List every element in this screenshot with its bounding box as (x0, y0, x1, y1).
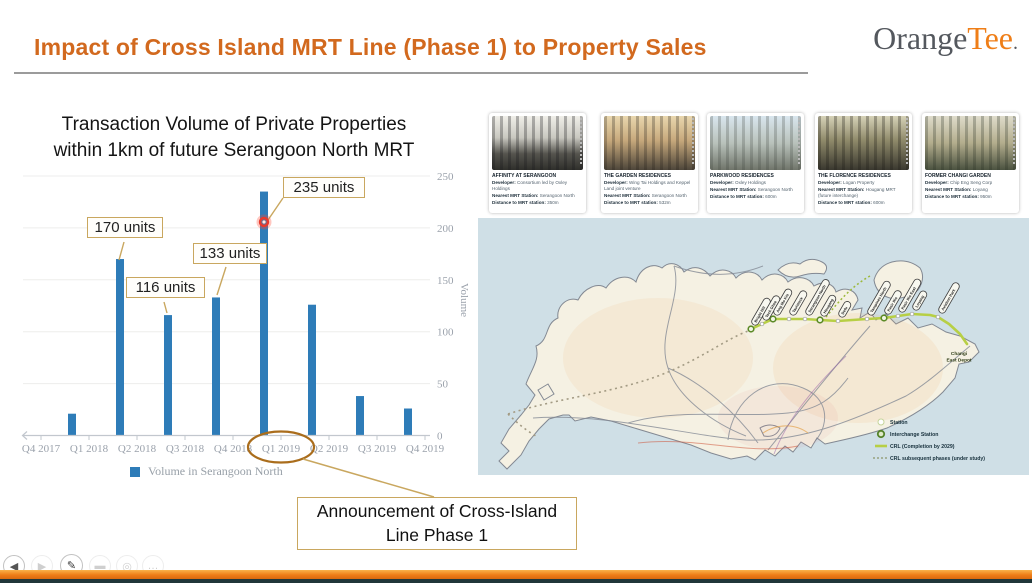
station-legend-icon (877, 418, 885, 426)
annotation-line1: Announcement of Cross-Island (316, 500, 558, 521)
svg-text:East Depot: East Depot (946, 358, 971, 364)
annotation-box: Announcement of Cross-Island Line Phase … (297, 497, 577, 550)
svg-text:Q1 2019: Q1 2019 (262, 443, 301, 455)
crl-station-labels: Bright Hill Teck Ghee Ang Mo Kio Tavisto… (751, 278, 960, 326)
photo-credit (798, 118, 800, 164)
svg-text:CRL subsequent phases (under s: CRL subsequent phases (under study) (890, 456, 985, 462)
crl-map: Bright Hill Teck Ghee Ang Mo Kio Tavisto… (478, 218, 1029, 475)
photo-credit (580, 118, 582, 164)
forward-arrow-icon: ▶ (37, 560, 47, 573)
highlighter-icon: ▬ (94, 560, 106, 572)
svg-text:250: 250 (437, 171, 454, 183)
svg-text:50: 50 (437, 379, 449, 391)
svg-text:Q4 2019: Q4 2019 (406, 443, 445, 455)
existing-mrt-lines (532, 265, 971, 451)
y-axis-title: Volume (458, 283, 470, 317)
other-mrt-lines (637, 355, 847, 455)
singapore-mainland (498, 263, 980, 470)
chart-title-line1: Transaction Volume of Private Properties (61, 114, 407, 135)
svg-text:200: 200 (437, 223, 454, 235)
callout-leader-lines (118, 197, 284, 314)
property-photo (492, 116, 583, 170)
annotation-leader-line (302, 458, 435, 498)
interchange-legend-icon (876, 429, 886, 439)
photo-credit (692, 118, 694, 164)
q1-2019-circle (246, 430, 316, 464)
property-photo (818, 116, 909, 170)
property-photo (710, 116, 801, 170)
bottom-dark-bar (0, 578, 1032, 583)
highlight-red-dot (256, 214, 272, 230)
property-name: AFFINITY AT SERANGOON (492, 172, 557, 179)
property-photo (925, 116, 1016, 170)
orangetee-logo: OrangeTee. (873, 20, 1018, 57)
svg-text:Q3 2018: Q3 2018 (166, 443, 205, 455)
property-name: THE FLORENCE RESIDENCES (818, 172, 891, 179)
callout-235-units: 235 units (283, 177, 365, 198)
chart-x-axis (21, 431, 430, 440)
ellipsis-icon: … (147, 560, 159, 572)
property-card-affinity: AFFINITY AT SERANGOON Developer: Consort… (489, 113, 586, 213)
callout-133-units: 133 units (193, 243, 267, 264)
legend-color-swatch (130, 466, 140, 477)
svg-text:Pasir Ris: Pasir Ris (887, 296, 899, 312)
callout-116-units: 116 units (126, 277, 205, 298)
svg-text:Q2 2018: Q2 2018 (118, 443, 157, 455)
property-name: THE GARDEN RESIDENCES (604, 172, 671, 179)
svg-text:Q1 2018: Q1 2018 (70, 443, 109, 455)
callout-170-units: 170 units (87, 217, 163, 238)
svg-text:Station: Station (890, 420, 908, 426)
logo-period: . (1013, 32, 1018, 54)
back-arrow-icon: ◀ (9, 560, 19, 573)
changi-east-depot-label: Changi East Depot (946, 351, 971, 364)
svg-text:Interchange Station: Interchange Station (890, 432, 938, 438)
chart-gridlines (23, 175, 430, 385)
chart-legend: Volume in Serangoon North (130, 464, 283, 479)
property-name: FORMER CHANGI GARDEN (925, 172, 991, 179)
chart-title-line2: within 1km of future Serangoon North MRT (53, 139, 415, 161)
logo-text-gray: Orange (873, 20, 968, 56)
svg-text:Q4 2018: Q4 2018 (214, 443, 253, 455)
crl-future-phase-lines (507, 275, 871, 437)
bottom-orange-bar (0, 570, 1032, 579)
svg-text:Loyang: Loyang (915, 294, 926, 308)
chart-bars (68, 191, 412, 436)
svg-text:150: 150 (437, 275, 454, 287)
annotation-line2: Line Phase 1 (385, 524, 489, 545)
svg-text:0: 0 (437, 431, 443, 443)
chart-x-labels: Q4 2017 Q1 2018 Q2 2018 Q3 2018 Q4 2018 Q1 20… (22, 443, 445, 455)
svg-text:CRL (Completion by 2029): CRL (Completion by 2029) (890, 444, 955, 450)
legend-label: Volume in Serangoon North (148, 464, 283, 478)
svg-text:Q4 2017: Q4 2017 (22, 443, 61, 455)
photo-credit (906, 118, 908, 164)
magnifier-icon: ◎ (122, 560, 132, 573)
property-card-florence: THE FLORENCE RESIDENCES Developer: Logan… (815, 113, 912, 213)
title-underline (14, 72, 808, 74)
pen-icon: ✎ (66, 560, 77, 572)
crl-station-dots (747, 311, 941, 333)
crl-phase1-line (749, 312, 969, 346)
property-photo (604, 116, 695, 170)
property-card-changi-garden: FORMER CHANGI GARDEN Developer: Chip Eng… (922, 113, 1019, 213)
svg-text:Changi: Changi (951, 351, 967, 357)
property-name: PARKWOOD RESIDENCES (710, 172, 774, 179)
svg-text:Defu: Defu (841, 305, 849, 315)
property-card-parkwood: PARKWOOD RESIDENCES Developer: Oxley Hol… (707, 113, 804, 213)
property-card-garden-residences: THE GARDEN RESIDENCES Developer: Wing Ta… (601, 113, 698, 213)
chart-y-labels: 0 50 100 150 200 250 (437, 171, 454, 443)
map-legend: Station Interchange Station CRL (Complet… (873, 418, 985, 462)
svg-text:Q2 2019: Q2 2019 (310, 443, 349, 455)
logo-text-orange: Tee (967, 20, 1013, 56)
svg-text:100: 100 (437, 327, 454, 339)
photo-credit (1013, 118, 1015, 164)
page-title: Impact of Cross Island MRT Line (Phase 1… (34, 34, 707, 60)
chart-title: Transaction Volume of Private Properties… (22, 112, 446, 163)
svg-text:Q3 2019: Q3 2019 (358, 443, 397, 455)
